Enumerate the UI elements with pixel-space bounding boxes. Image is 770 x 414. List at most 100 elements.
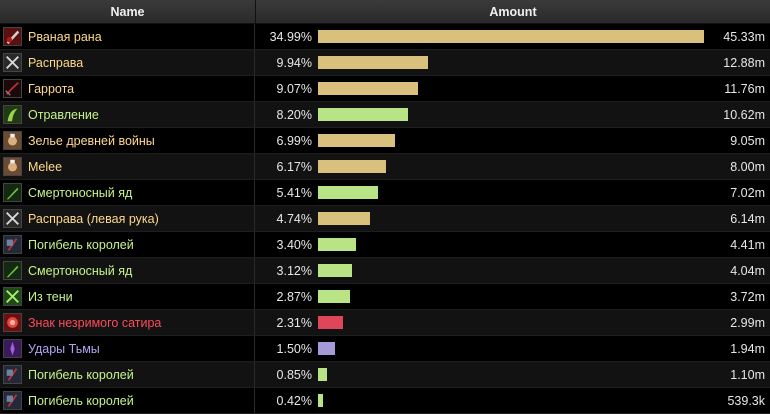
amount-bar [318, 186, 378, 199]
amount-cell: 2.31% 2.99m [255, 310, 770, 335]
table-row[interactable]: Погибель королей 0.85% 1.10m [0, 362, 770, 388]
ability-name[interactable]: Рваная рана [28, 29, 102, 44]
ability-name[interactable]: Гаррота [28, 81, 75, 96]
table-row[interactable]: Расправа (левая рука) 4.74% 6.14m [0, 206, 770, 232]
table-row[interactable]: Погибель королей 3.40% 4.41m [0, 232, 770, 258]
amount-cell: 5.41% 7.02m [255, 180, 770, 205]
amount-bar [318, 342, 335, 355]
amount-bar [318, 238, 356, 251]
satyr-mark-icon [3, 313, 22, 332]
table-row[interactable]: Рваная рана 34.99% 45.33m [0, 24, 770, 50]
amount-cell: 0.42% 539.3k [255, 388, 770, 413]
amount-column-header[interactable]: Amount [489, 4, 537, 19]
amount-cell: 9.07% 11.76m [255, 76, 770, 101]
deadly-poison-icon [3, 183, 22, 202]
kingsbane-icon [3, 391, 22, 410]
name-column-header[interactable]: Name [0, 0, 256, 23]
amount-value: 12.88m [723, 56, 765, 70]
table-row[interactable]: Погибель королей 0.42% 539.3k [0, 388, 770, 414]
amount-cell: 2.87% 3.72m [255, 284, 770, 309]
ability-name[interactable]: Знак незримого сатира [28, 315, 162, 330]
ability-name[interactable]: Погибель королей [28, 393, 134, 408]
amount-cell: 9.94% 12.88m [255, 50, 770, 75]
amount-bar [318, 108, 408, 121]
ability-name[interactable]: Расправа (левая рука) [28, 211, 159, 226]
kingsbane-icon [3, 365, 22, 384]
ability-name-cell: Смертоносный яд [0, 180, 255, 205]
ability-name[interactable]: Погибель королей [28, 367, 134, 382]
table-row[interactable]: Зелье древней войны 6.99% 9.05m [0, 128, 770, 154]
ability-name-cell: Погибель королей [0, 362, 255, 387]
percent-value: 4.74% [276, 212, 312, 226]
amount-value: 2.99m [730, 316, 765, 330]
amount-cell: 3.40% 4.41m [255, 232, 770, 257]
ability-name-cell: Погибель королей [0, 232, 255, 257]
envenom-icon [3, 105, 22, 124]
ability-name[interactable]: Зелье древней войны [28, 133, 155, 148]
percent-value: 5.41% [276, 186, 312, 200]
table-row[interactable]: Смертоносный яд 3.12% 4.04m [0, 258, 770, 284]
table-row[interactable]: Знак незримого сатира 2.31% 2.99m [0, 310, 770, 336]
potion-icon [3, 131, 22, 150]
amount-cell: 1.50% 1.94m [255, 336, 770, 361]
garrote-icon [3, 79, 22, 98]
percent-value: 9.07% [276, 82, 312, 96]
amount-value: 10.62m [723, 108, 765, 122]
amount-bar [318, 82, 418, 95]
ability-name[interactable]: Смертоносный яд [28, 263, 133, 278]
mutilate-offhand-icon [3, 209, 22, 228]
amount-bar [318, 30, 704, 43]
amount-value: 11.76m [724, 82, 765, 96]
ability-name-cell: Из тени [0, 284, 255, 309]
ability-name-cell: Melee [0, 154, 255, 179]
amount-cell: 6.99% 9.05m [255, 128, 770, 153]
table-row[interactable]: Отравление 8.20% 10.62m [0, 102, 770, 128]
percent-value: 2.87% [276, 290, 312, 304]
percent-value: 8.20% [276, 108, 312, 122]
table-row[interactable]: Гаррота 9.07% 11.76m [0, 76, 770, 102]
amount-value: 9.05m [730, 134, 765, 148]
ability-name-cell: Зелье древней войны [0, 128, 255, 153]
ability-name[interactable]: Смертоносный яд [28, 185, 133, 200]
percent-value: 6.99% [276, 134, 312, 148]
melee-icon [3, 157, 22, 176]
amount-value: 45.33m [723, 30, 765, 44]
table-row[interactable]: Расправа 9.94% 12.88m [0, 50, 770, 76]
rupture-icon [3, 27, 22, 46]
ability-name-cell: Удары Тьмы [0, 336, 255, 361]
amount-cell: 8.20% 10.62m [255, 102, 770, 127]
table-row[interactable]: Смертоносный яд 5.41% 7.02m [0, 180, 770, 206]
ability-name[interactable]: Удары Тьмы [28, 341, 100, 356]
amount-cell: 4.74% 6.14m [255, 206, 770, 231]
ability-name-cell: Погибель королей [0, 388, 255, 413]
ability-name[interactable]: Расправа [28, 55, 84, 70]
amount-value: 539.3k [727, 394, 765, 408]
ability-name[interactable]: Погибель королей [28, 237, 134, 252]
amount-value: 1.10m [730, 368, 765, 382]
ability-name-cell: Расправа (левая рука) [0, 206, 255, 231]
shadow-blades-icon [3, 339, 22, 358]
amount-value: 1.94m [730, 342, 765, 356]
amount-value: 4.04m [730, 264, 765, 278]
amount-cell: 6.17% 8.00m [255, 154, 770, 179]
amount-bar [318, 316, 343, 329]
percent-value: 9.94% [276, 56, 312, 70]
amount-bar [318, 264, 352, 277]
ability-name-cell: Расправа [0, 50, 255, 75]
table-row[interactable]: Из тени 2.87% 3.72m [0, 284, 770, 310]
ability-name[interactable]: Отравление [28, 107, 99, 122]
amount-bar [318, 160, 386, 173]
table-body: Рваная рана 34.99% 45.33m Расправа 9.94% 12.8… [0, 24, 770, 414]
amount-bar [318, 368, 327, 381]
amount-value: 3.72m [730, 290, 765, 304]
ability-name[interactable]: Из тени [28, 289, 73, 304]
table-row[interactable]: Удары Тьмы 1.50% 1.94m [0, 336, 770, 362]
amount-cell: 3.12% 4.04m [255, 258, 770, 283]
percent-value: 6.17% [276, 160, 312, 174]
table-row[interactable]: Melee 6.17% 8.00m [0, 154, 770, 180]
ability-name[interactable]: Melee [28, 159, 63, 174]
percent-value: 3.40% [276, 238, 312, 252]
percent-value: 34.99% [269, 30, 312, 44]
percent-value: 1.50% [276, 342, 312, 356]
kingsbane-icon [3, 235, 22, 254]
